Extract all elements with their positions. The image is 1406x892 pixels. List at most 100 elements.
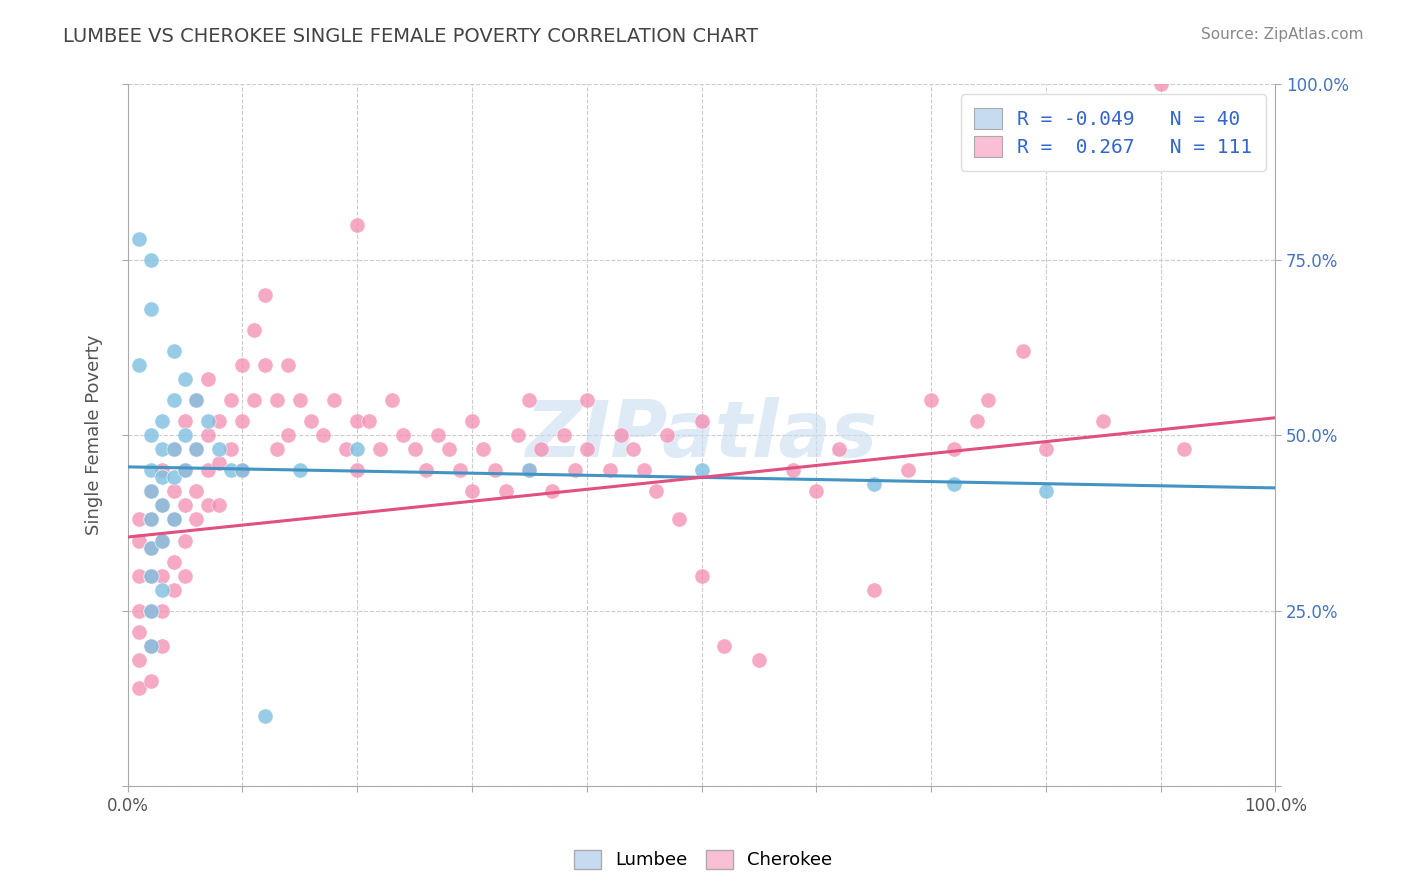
Point — [920, 393, 942, 408]
Point — [599, 463, 621, 477]
Point — [472, 442, 495, 457]
Point — [174, 568, 197, 582]
Point — [495, 484, 517, 499]
Point — [128, 512, 150, 526]
Point — [266, 442, 288, 457]
Point — [231, 414, 253, 428]
Text: LUMBEE VS CHEROKEE SINGLE FEMALE POVERTY CORRELATION CHART: LUMBEE VS CHEROKEE SINGLE FEMALE POVERTY… — [63, 27, 758, 45]
Point — [162, 512, 184, 526]
Point — [575, 442, 598, 457]
Point — [426, 428, 449, 442]
Point — [243, 323, 266, 337]
Point — [862, 477, 884, 491]
Point — [139, 604, 162, 618]
Text: Source: ZipAtlas.com: Source: ZipAtlas.com — [1201, 27, 1364, 42]
Point — [128, 568, 150, 582]
Point — [517, 393, 540, 408]
Point — [404, 442, 426, 457]
Point — [897, 463, 920, 477]
Point — [828, 442, 851, 457]
Point — [208, 499, 231, 513]
Point — [517, 463, 540, 477]
Point — [128, 232, 150, 246]
Point — [564, 463, 586, 477]
Point — [368, 442, 391, 457]
Point — [655, 428, 678, 442]
Point — [323, 393, 346, 408]
Point — [1173, 442, 1195, 457]
Point — [806, 484, 828, 499]
Point — [541, 484, 564, 499]
Point — [197, 414, 219, 428]
Point — [139, 568, 162, 582]
Point — [357, 414, 380, 428]
Point — [162, 442, 184, 457]
Point — [288, 393, 311, 408]
Point — [1035, 484, 1057, 499]
Point — [139, 484, 162, 499]
Point — [461, 484, 484, 499]
Point — [150, 533, 173, 548]
Point — [162, 344, 184, 359]
Point — [150, 499, 173, 513]
Point — [231, 463, 253, 477]
Point — [977, 393, 1000, 408]
Point — [186, 442, 208, 457]
Point — [139, 428, 162, 442]
Point — [128, 604, 150, 618]
Point — [299, 414, 322, 428]
Point — [174, 414, 197, 428]
Point — [139, 512, 162, 526]
Point — [231, 358, 253, 372]
Point — [219, 442, 242, 457]
Point — [186, 484, 208, 499]
Point — [150, 533, 173, 548]
Point — [174, 463, 197, 477]
Point — [553, 428, 575, 442]
Point — [139, 512, 162, 526]
Point — [690, 414, 713, 428]
Point — [530, 442, 553, 457]
Point — [415, 463, 437, 477]
Point — [517, 463, 540, 477]
Point — [748, 653, 770, 667]
Point — [450, 463, 472, 477]
Point — [266, 393, 288, 408]
Point — [346, 463, 368, 477]
Point — [243, 393, 266, 408]
Point — [162, 442, 184, 457]
Point — [150, 414, 173, 428]
Point — [150, 604, 173, 618]
Point — [139, 673, 162, 688]
Point — [231, 463, 253, 477]
Point — [312, 428, 335, 442]
Point — [150, 470, 173, 484]
Point — [346, 218, 368, 232]
Point — [644, 484, 666, 499]
Point — [943, 442, 966, 457]
Point — [139, 463, 162, 477]
Point — [690, 568, 713, 582]
Point — [346, 414, 368, 428]
Point — [437, 442, 460, 457]
Point — [162, 512, 184, 526]
Point — [1012, 344, 1035, 359]
Point — [139, 484, 162, 499]
Point — [174, 428, 197, 442]
Point — [139, 301, 162, 316]
Text: ZIPatlas: ZIPatlas — [526, 397, 877, 474]
Point — [633, 463, 655, 477]
Point — [621, 442, 644, 457]
Point — [1092, 414, 1115, 428]
Point — [128, 681, 150, 695]
Y-axis label: Single Female Poverty: Single Female Poverty — [86, 335, 103, 535]
Point — [162, 582, 184, 597]
Point — [254, 288, 277, 302]
Point — [575, 393, 598, 408]
Point — [150, 463, 173, 477]
Point — [862, 582, 884, 597]
Point — [197, 372, 219, 386]
Point — [174, 372, 197, 386]
Point — [186, 442, 208, 457]
Point — [139, 568, 162, 582]
